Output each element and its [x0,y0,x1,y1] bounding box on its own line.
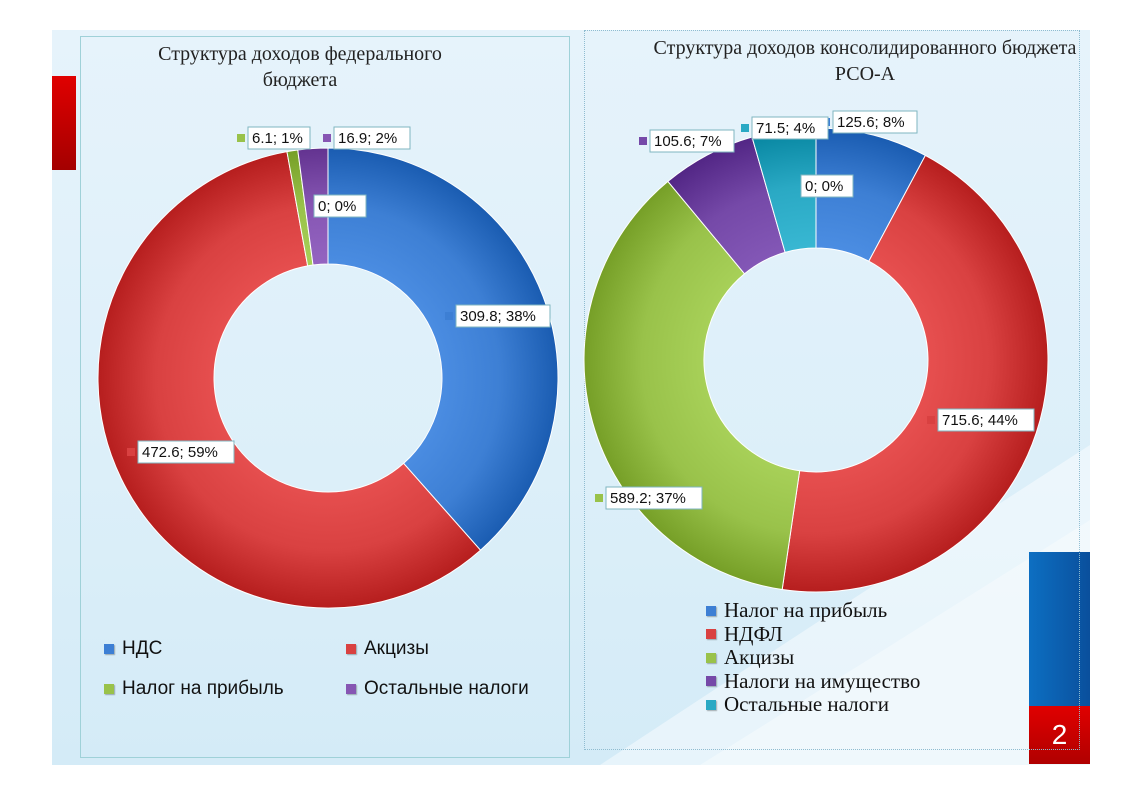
legend-swatch [706,652,716,663]
legend-item-other-taxes: Остальные налоги [346,678,529,700]
svg-text:589.2; 37%: 589.2; 37% [610,490,686,507]
regional-chart-title: Структура доходов консолидированного бюд… [653,37,1077,85]
data-label: 0; 0% [800,174,854,198]
donut-slice [781,154,1049,593]
legend-item-excise: Акцизы [346,638,429,660]
svg-text:715.6; 44%: 715.6; 44% [942,412,1018,429]
legend-item-other-taxes: Остальные налоги [706,692,920,717]
svg-text:309.8; 38%: 309.8; 38% [460,308,536,325]
legend-label: Остальные налоги [724,692,889,717]
svg-text:105.6; 7%: 105.6; 7% [654,133,722,150]
legend-swatch [706,605,716,616]
legend-swatch [706,676,716,687]
legend-label: Налоги на имущество [724,668,921,693]
svg-text:0; 0%: 0; 0% [318,198,356,215]
regional-chart-panel [584,30,1080,750]
legend-item-profit-tax: Налог на прибыль [104,678,284,700]
data-label: 125.6; 8% [822,110,918,134]
svg-text:16.9; 2%: 16.9; 2% [338,130,397,147]
data-label: 715.6; 44% [927,408,1035,432]
data-label: 71.5; 4% [741,116,829,140]
federal-chart-panel [80,36,570,758]
svg-text:125.6; 8%: 125.6; 8% [837,114,905,131]
legend-item-nds: НДС [104,638,162,660]
donut-slice [327,147,559,551]
legend-swatch [706,699,716,710]
legend-label: Остальные налоги [364,678,529,699]
page-number: 2 [1051,719,1068,750]
legend-swatch [104,644,114,654]
data-label: 16.9; 2% [323,126,411,150]
legend-swatch [706,629,716,640]
legend-label: НДС [122,638,163,659]
legend-label: Налог на прибыль [122,678,284,699]
legend-item-property-taxes: Налоги на имущество [706,668,921,694]
legend-label: Акцизы [724,645,795,670]
legend-swatch [104,684,114,694]
svg-text:472.6; 59%: 472.6; 59% [142,444,218,461]
legend-swatch [346,644,356,654]
data-label: 472.6; 59% [127,440,235,464]
data-label: 589.2; 37% [595,486,703,510]
legend-label: Налог на прибыль [724,598,888,623]
legend-label: Акцизы [364,638,429,659]
legend-swatch [346,684,356,694]
svg-text:0; 0%: 0; 0% [805,178,843,195]
svg-text:6.1; 1%: 6.1; 1% [252,130,303,147]
donut-slice [97,151,482,609]
legend-label: НДФЛ [724,621,783,646]
left-accent-bar [52,76,76,170]
data-label: 0; 0% [313,194,367,218]
data-label: 105.6; 7% [639,129,735,153]
svg-text:71.5; 4%: 71.5; 4% [756,120,815,137]
legend-item-ndfl: НДФЛ [706,621,920,647]
legend-item-excise: Акцизы [706,645,920,670]
legend-item-profit-tax: Налог на прибыль [706,598,920,623]
data-label: 309.8; 38% [445,304,551,328]
data-label: 6.1; 1% [237,126,311,150]
regional-legend: Налог на прибыль НДФЛ Акцизы Налоги на и… [706,598,921,717]
federal-chart-title: Структура доходов федерального бюджета [158,43,442,91]
